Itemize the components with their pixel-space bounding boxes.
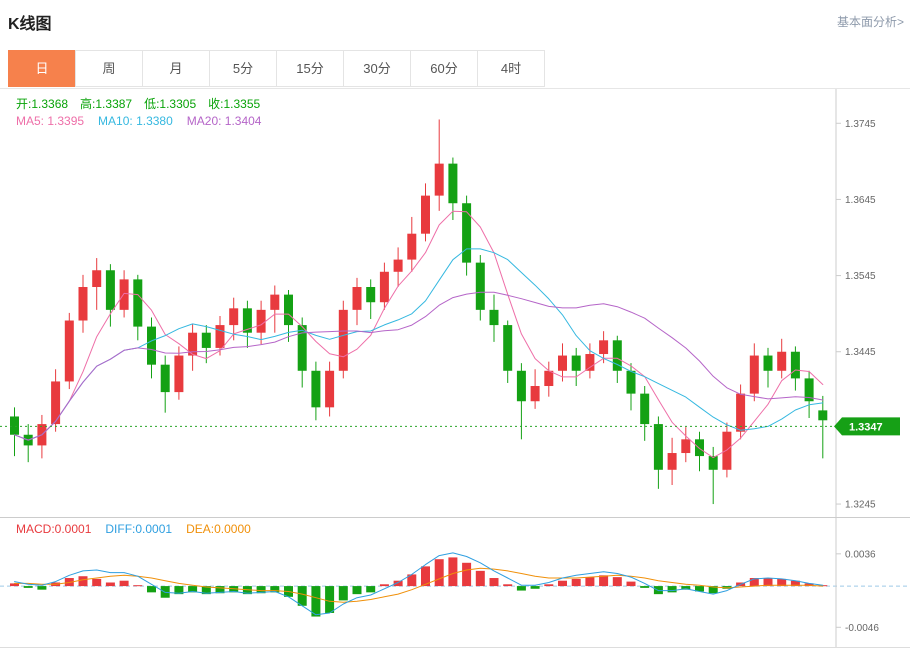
high-value: 高:1.3387 <box>80 97 133 111</box>
interval-tab-7[interactable]: 4时 <box>477 50 545 87</box>
interval-tab-5[interactable]: 30分 <box>343 50 411 87</box>
interval-tabs: 日周月 5分 15分 30分 60分 4时 <box>0 50 910 88</box>
ma5-value: MA5: 1.3395 <box>16 114 85 128</box>
open-value: 开:1.3368 <box>16 97 69 111</box>
diff-value: DIFF:0.0001 <box>105 522 173 536</box>
ma-readout: MA5: 1.3395 MA10: 1.3380 MA20: 1.3404 <box>16 114 275 128</box>
page-title: K线图 <box>8 16 52 33</box>
svg-text:1.3645: 1.3645 <box>845 195 876 206</box>
macd-value: MACD:0.0001 <box>16 522 92 536</box>
interval-tab-4[interactable]: 15分 <box>276 50 344 87</box>
interval-tab-6[interactable]: 60分 <box>410 50 478 87</box>
ma10-value: MA10: 1.3380 <box>98 114 173 128</box>
close-value: 收:1.3355 <box>208 97 261 111</box>
ohlc-readout: 开:1.3368 高:1.3387 低:1.3305 收:1.3355 <box>16 95 272 112</box>
ma20-value: MA20: 1.3404 <box>186 114 262 128</box>
interval-tab-1[interactable]: 周 <box>75 50 143 87</box>
kline-chart[interactable]: 1.37451.36451.35451.34451.33451.32451.33… <box>0 89 910 517</box>
fundamental-analysis-link[interactable]: 基本面分析> <box>836 15 904 29</box>
svg-text:1.3347: 1.3347 <box>849 421 883 433</box>
kline-chart-panel: 1.37451.36451.35451.34451.33451.32451.33… <box>0 88 910 517</box>
interval-tab-3[interactable]: 5分 <box>209 50 277 87</box>
macd-panel: 0.0036 -0.0046 MACD:0.0001 DIFF:0.0001 DEA:… <box>0 517 910 648</box>
macd-chart[interactable]: 0.0036 -0.0046 <box>0 518 910 647</box>
svg-text:1.3545: 1.3545 <box>845 271 876 282</box>
interval-tab-0[interactable]: 日 <box>8 50 76 87</box>
interval-tab-2[interactable]: 月 <box>142 50 210 87</box>
svg-text:0.0036: 0.0036 <box>845 549 876 560</box>
svg-text:1.3745: 1.3745 <box>845 119 876 130</box>
svg-text:-0.0046: -0.0046 <box>845 623 879 634</box>
svg-text:1.3445: 1.3445 <box>845 347 876 358</box>
svg-text:1.3245: 1.3245 <box>845 500 876 511</box>
macd-readout: MACD:0.0001 DIFF:0.0001 DEA:0.0000 <box>16 522 265 536</box>
low-value: 低:1.3305 <box>144 97 197 111</box>
header: K线图 基本面分析> <box>0 0 910 50</box>
dea-value: DEA:0.0000 <box>186 522 251 536</box>
